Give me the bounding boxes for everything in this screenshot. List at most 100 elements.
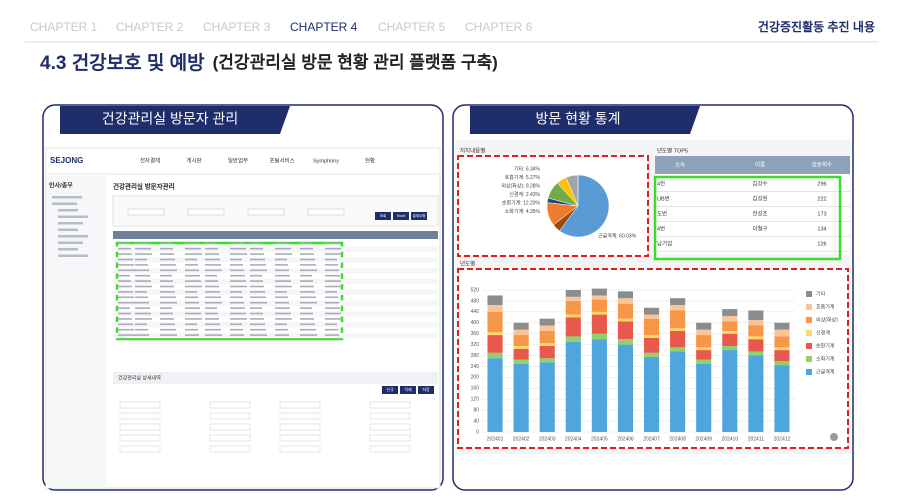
bar-segment (722, 321, 738, 331)
legend-label: 기타 (816, 290, 826, 297)
placeholder-text (325, 307, 340, 309)
placeholder-text (118, 285, 132, 288)
bar-segment (513, 363, 529, 432)
menu-item[interactable]: 전자결재 (140, 156, 160, 164)
button-label[interactable]: Excel (397, 214, 406, 218)
chapter-tab[interactable]: CHAPTER 1 (30, 20, 98, 34)
pie-slice (559, 174, 610, 238)
chart-title: 년도별 (460, 259, 475, 267)
bar-segment (565, 336, 581, 342)
placeholder-text (135, 318, 152, 320)
placeholder-text (300, 253, 314, 255)
bar-segment (670, 347, 686, 352)
x-tick-label: 202402 (513, 436, 530, 442)
placeholder-text (300, 291, 315, 293)
legend-swatch (806, 304, 812, 310)
x-tick-label: 202407 (643, 436, 660, 442)
menu-item[interactable]: 일반업무 (228, 156, 248, 164)
bar-segment (487, 295, 503, 306)
placeholder-text (230, 323, 242, 326)
placeholder-text (275, 285, 292, 288)
table-cell: 김강수 (752, 180, 767, 187)
placeholder-text (230, 242, 245, 245)
placeholder-input (369, 401, 411, 409)
placeholder-text (230, 253, 247, 255)
placeholder-text (205, 334, 222, 336)
placeholder-input (119, 401, 161, 409)
y-tick-label: 120 (471, 397, 480, 403)
placeholder-input (369, 423, 411, 431)
placeholder-text (135, 264, 148, 266)
bar-segment (643, 307, 660, 315)
legend-swatch (806, 291, 812, 297)
placeholder-text (250, 269, 267, 272)
placeholder-text (250, 296, 266, 299)
bar-segment (539, 318, 555, 326)
placeholder-text (118, 264, 134, 266)
button-label[interactable]: 조회 (380, 213, 386, 218)
placeholder-text (58, 228, 78, 231)
placeholder-text (275, 296, 288, 299)
placeholder-text (205, 301, 222, 304)
button[interactable] (382, 386, 398, 394)
menu-item[interactable]: Symphony (313, 158, 339, 164)
button[interactable] (411, 212, 427, 220)
placeholder-text (325, 253, 342, 255)
menu-item[interactable]: 포털서비스 (269, 156, 294, 164)
button[interactable] (400, 386, 416, 394)
placeholder-text (230, 269, 244, 272)
y-tick-label: 280 (471, 353, 480, 359)
app-screenshot: SEJONG 인사/총무 건강관리실 방문자관리 건강관리실 상세내역 전자결재… (45, 147, 441, 489)
button-label[interactable]: 결재요청 (413, 213, 426, 218)
placeholder-text (160, 334, 177, 336)
legend-swatch (806, 356, 812, 362)
bar-segment (487, 352, 503, 359)
y-tick-label: 0 (476, 429, 479, 435)
bar-segment (670, 330, 686, 348)
legend-swatch (806, 369, 812, 375)
bar-segment (696, 329, 712, 336)
table-cell: 296 (817, 181, 826, 187)
placeholder-text (205, 264, 221, 266)
bar-segment (722, 330, 738, 334)
button[interactable] (418, 386, 434, 394)
table-cell: 4번 (657, 224, 665, 232)
placeholder-text (275, 307, 290, 309)
bar-segment (748, 351, 764, 356)
bar-segment (696, 347, 712, 351)
button-label[interactable]: 신규 (386, 386, 394, 392)
placeholder-text (230, 285, 247, 288)
placeholder-text (205, 307, 217, 309)
chapter-tab[interactable]: CHAPTER 2 (116, 20, 184, 34)
button-label[interactable]: 삭제 (404, 386, 412, 392)
placeholder-text (160, 269, 177, 272)
x-tick-label: 202408 (669, 436, 686, 442)
button-label[interactable]: 저장 (422, 386, 430, 392)
table-cell: 이철구 (752, 224, 767, 232)
bar-segment (565, 290, 581, 297)
chapter-tab[interactable]: CHAPTER 3 (203, 20, 271, 34)
legend-label: 외상(화상) (816, 316, 838, 323)
button[interactable] (393, 212, 409, 220)
bar-segment (539, 325, 555, 331)
chapter-tab[interactable]: CHAPTER 6 (465, 20, 533, 34)
bar-segment (670, 305, 686, 311)
chapter-tab[interactable]: CHAPTER 4 (290, 20, 358, 34)
x-tick-label: 202411 (748, 436, 765, 442)
button[interactable] (375, 212, 391, 220)
placeholder-text (300, 334, 317, 336)
pie-label: 기타: 6.34% (514, 165, 541, 172)
placeholder-text (118, 296, 134, 299)
bar-segment (513, 335, 529, 346)
placeholder-text (205, 242, 217, 245)
chapter-tab[interactable]: CHAPTER 5 (378, 20, 446, 34)
placeholder-text (325, 312, 341, 315)
placeholder-text (275, 328, 288, 331)
placeholder-text (230, 258, 242, 261)
menu-item[interactable]: 게시판 (186, 156, 201, 164)
placeholder-text (325, 301, 339, 304)
placeholder-text (185, 280, 201, 282)
menu-item[interactable]: 현황 (365, 156, 375, 164)
placeholder-text (325, 264, 338, 266)
placeholder-text (205, 318, 219, 320)
